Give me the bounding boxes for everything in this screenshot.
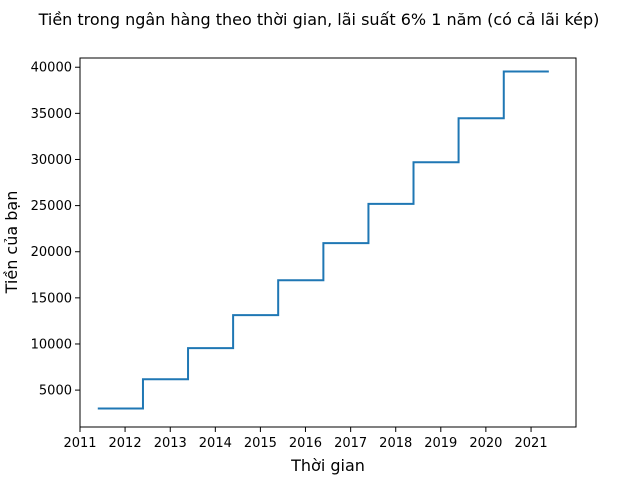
x-tick-label-7: 2018: [379, 436, 412, 451]
x-tick-label-9: 2020: [469, 436, 502, 451]
y-tick-label-0: 5000: [39, 384, 72, 399]
y-axis-label: Tiền của bạn: [2, 191, 21, 295]
y-tick-label-6: 35000: [31, 107, 72, 122]
data-point-9: [502, 69, 506, 73]
data-point-10: [547, 69, 551, 73]
data-point-8: [457, 116, 461, 120]
data-point-3: [231, 313, 235, 317]
y-tick-label-5: 30000: [31, 153, 72, 168]
data-point-2: [186, 346, 190, 350]
chart-title: Tiền trong ngân hàng theo thời gian, lãi…: [38, 10, 600, 29]
axis-ticks: 2011 2012 2013 2014 2015 2016 2017 2018 2019 2020…: [31, 61, 548, 451]
x-tick-label-3: 2014: [199, 436, 232, 451]
x-axis-label: Thời gian: [290, 456, 365, 475]
plot-series: [96, 69, 551, 411]
y-tick-label-7: 40000: [31, 61, 72, 76]
data-point-6: [366, 202, 370, 206]
y-tick-label-1: 10000: [31, 337, 72, 352]
x-tick-label-0: 2011: [63, 436, 96, 451]
x-tick-label-6: 2017: [334, 436, 367, 451]
y-tick-label-4: 25000: [31, 199, 72, 214]
plot-frame: [79, 57, 577, 428]
x-tick-label-5: 2016: [289, 436, 322, 451]
series-line-0: [97, 70, 549, 410]
data-point-4: [276, 278, 280, 282]
data-point-0: [96, 407, 100, 411]
data-point-1: [141, 377, 145, 381]
y-tick-label-2: 15000: [31, 291, 72, 306]
x-tick-label-10: 2021: [515, 436, 548, 451]
data-point-7: [412, 160, 416, 164]
x-tick-label-4: 2015: [244, 436, 277, 451]
data-point-5: [321, 241, 325, 245]
x-tick-label-1: 2012: [109, 436, 142, 451]
y-tick-label-3: 20000: [31, 245, 72, 260]
x-tick-label-2: 2013: [154, 436, 187, 451]
x-tick-label-8: 2019: [424, 436, 457, 451]
